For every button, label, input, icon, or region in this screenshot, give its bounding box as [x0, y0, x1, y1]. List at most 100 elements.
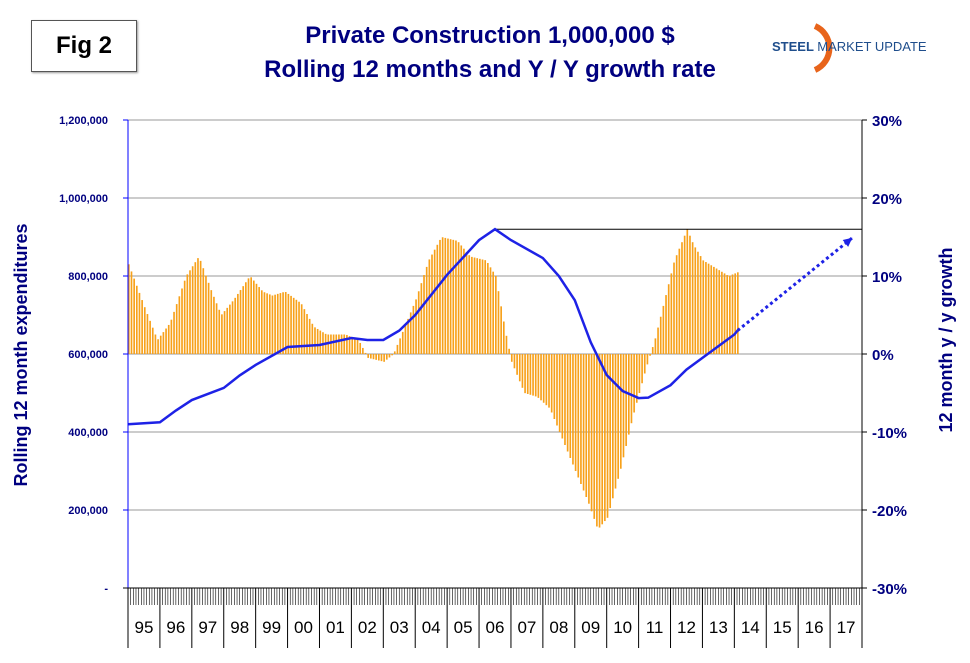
growth-bar	[213, 296, 215, 354]
growth-bar	[287, 293, 290, 354]
growth-bar	[298, 301, 300, 354]
y2-tick-label: -20%	[872, 503, 907, 520]
growth-bar	[521, 354, 524, 388]
growth-bar	[537, 354, 540, 398]
growth-bar	[726, 275, 729, 354]
growth-bar	[332, 334, 335, 354]
growth-bar	[502, 321, 505, 354]
growth-bar	[439, 239, 441, 354]
growth-bar	[516, 354, 518, 375]
growth-bar	[707, 263, 710, 354]
growth-bar	[364, 352, 367, 354]
growth-bar	[237, 293, 239, 354]
growth-bar	[471, 256, 473, 354]
y-tick-label: 1,200,000	[59, 115, 108, 127]
growth-bar	[274, 294, 276, 354]
growth-bar	[210, 290, 213, 354]
growth-bar	[316, 328, 319, 354]
growth-bar	[633, 354, 635, 413]
x-tick-label: 06	[486, 618, 505, 637]
growth-bar	[242, 286, 245, 354]
growth-bar	[183, 280, 186, 354]
growth-bar	[619, 354, 622, 469]
rolling-expenditure-line	[127, 227, 739, 426]
growth-bar	[670, 273, 673, 354]
y2-tick-label: -10%	[872, 425, 907, 442]
growth-bar	[133, 278, 135, 354]
y2-tick-label: 10%	[872, 269, 902, 286]
growth-bar	[604, 354, 606, 522]
y-tick-label: 600,000	[68, 349, 108, 361]
growth-bar	[729, 275, 731, 354]
x-tick-label: 08	[549, 618, 568, 637]
growth-bar	[654, 338, 657, 354]
growth-bar	[151, 327, 154, 354]
growth-bar	[481, 259, 484, 354]
growth-bar	[479, 258, 481, 354]
growth-bar	[689, 235, 691, 354]
growth-bar	[303, 309, 306, 354]
growth-bar	[550, 354, 553, 413]
y-tick-label: 800,000	[68, 271, 108, 283]
growth-bar	[178, 296, 181, 354]
growth-bar	[548, 354, 550, 408]
growth-bar	[657, 327, 659, 354]
growth-bar	[737, 272, 739, 354]
growth-bar	[553, 354, 556, 419]
growth-bar	[524, 354, 526, 394]
x-tick-label: 09	[581, 618, 600, 637]
growth-bar	[545, 354, 548, 406]
growth-bar	[407, 318, 409, 354]
x-tick-label: 11	[646, 618, 664, 637]
growth-bar	[319, 330, 322, 354]
growth-bar	[199, 260, 202, 354]
chart-title-line2: Rolling 12 months and Y / Y growth rate	[264, 56, 716, 83]
growth-bar	[460, 245, 463, 354]
growth-bar	[300, 304, 303, 354]
x-tick-label: 16	[805, 618, 824, 637]
growth-bar	[194, 262, 197, 354]
growth-bar	[354, 338, 356, 354]
growth-bar	[715, 268, 718, 354]
growth-bar	[290, 295, 292, 354]
growth-bar	[399, 338, 401, 354]
growth-bar	[614, 354, 617, 489]
growth-bar	[189, 270, 191, 354]
growth-bar	[686, 229, 689, 354]
growth-bar	[681, 242, 683, 354]
growth-bar	[423, 275, 425, 354]
growth-bar	[630, 354, 633, 424]
y-tick-label: 1,000,000	[59, 193, 108, 205]
x-tick-label: 96	[166, 618, 185, 637]
growth-bar	[582, 354, 585, 491]
growth-bar	[542, 354, 545, 403]
growth-bar	[601, 354, 604, 525]
growth-bar	[205, 275, 207, 354]
growth-bar	[415, 299, 417, 354]
growth-bar	[359, 342, 362, 354]
growth-bar	[159, 335, 162, 354]
growth-bar	[375, 354, 377, 360]
growth-bar	[202, 268, 205, 354]
growth-bar	[356, 339, 359, 354]
growth-bar	[162, 332, 165, 354]
growth-bar	[146, 314, 149, 354]
growth-bar	[699, 256, 702, 354]
growth-bar	[638, 354, 641, 393]
growth-bar	[428, 259, 431, 354]
x-tick-label: 99	[262, 618, 281, 637]
growth-bar	[271, 295, 274, 354]
growth-bar	[585, 354, 588, 497]
x-tick-label: 01	[326, 618, 345, 637]
growth-bar	[697, 251, 699, 354]
growth-bar	[377, 354, 380, 361]
growth-bar	[649, 354, 651, 356]
growth-bar	[433, 249, 436, 354]
x-tick-label: 97	[198, 618, 217, 637]
growth-bar	[279, 293, 282, 354]
growth-bar	[231, 301, 234, 354]
growth-bar	[348, 336, 351, 354]
growth-bar	[282, 292, 284, 354]
growth-bar	[367, 354, 370, 358]
